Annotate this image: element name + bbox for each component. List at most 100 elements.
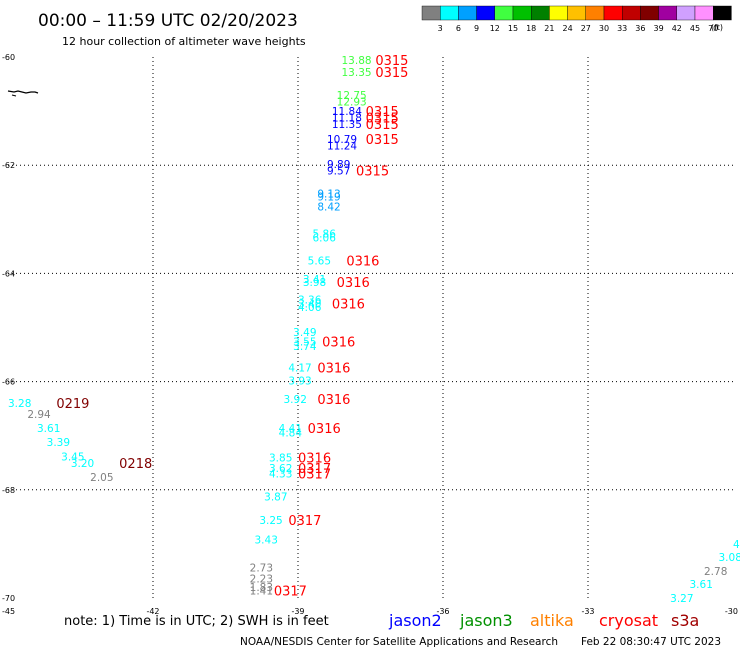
wave-height-label: 8.42: [317, 201, 340, 213]
scale-label: 3: [438, 24, 443, 33]
wave-height-label: 3.27: [670, 593, 693, 605]
scale-label: 33: [617, 24, 627, 33]
y-tick-label: -62: [2, 161, 15, 170]
wave-height-label: 3.74: [293, 341, 317, 353]
scale-swatch: [458, 6, 476, 20]
wave-height-label: 6.06: [313, 233, 337, 245]
pass-time-label: 0315: [375, 66, 408, 81]
wave-height-label: 3.92: [284, 394, 307, 406]
wave-height-label: 3.08: [719, 552, 740, 564]
scale-label: 39: [654, 24, 664, 33]
scale-swatch: [713, 6, 731, 20]
scale-label: 45: [690, 24, 700, 33]
y-tick-label: -66: [2, 378, 15, 387]
footer-note: note: 1) Time is in UTC; 2) SWH is in fe…: [64, 614, 329, 629]
wave-height-label: 13.35: [342, 67, 372, 79]
wave-height-label: 5.65: [308, 255, 331, 267]
scale-swatch: [513, 6, 531, 20]
scale-swatch: [695, 6, 713, 20]
satellite-legend: jason2 jason3 altika cryosat s3a: [388, 611, 699, 630]
scale-swatch: [659, 6, 677, 20]
wave-height-label: 2.05: [90, 472, 113, 484]
pass-time-label: 0317: [274, 584, 307, 599]
satellite-legend-entry: altika: [530, 611, 574, 630]
coastline-island: [8, 91, 38, 96]
wave-height-label: 13.88: [342, 55, 372, 67]
pass-time-label: 0315: [366, 133, 399, 148]
satellite-legend-entry: s3a: [671, 611, 699, 630]
pass-time-label: 0316: [317, 393, 350, 408]
pass-time-label: 0315: [356, 165, 389, 180]
satellite-legend-entry: cryosat: [599, 611, 658, 630]
wave-height-label: 4.06: [298, 302, 322, 314]
plot-area: 13.8813.3512.7512.9311.8411.1811.3510.79…: [8, 54, 740, 605]
x-tick-label: -30: [725, 607, 738, 616]
wave-height-label: 11.35: [332, 119, 362, 131]
scale-label: 36: [635, 24, 645, 33]
pass-time-label: 0316: [308, 422, 341, 437]
pass-time-label: 0316: [346, 254, 379, 269]
satellite-legend-entry: jason3: [459, 611, 513, 630]
x-tick-label: -33: [581, 607, 594, 616]
footer-timestamp: Feb 22 08:30:47 UTC 2023: [581, 636, 721, 648]
scale-label: 12: [490, 24, 500, 33]
scale-swatch: [422, 6, 440, 20]
scale-swatch: [586, 6, 604, 20]
pass-time-label: 0315: [366, 118, 399, 133]
wave-height-label: 3.20: [71, 458, 94, 470]
wave-height-label: 9.57: [327, 166, 350, 178]
scale-swatch: [531, 6, 549, 20]
wave-height-label: 3.43: [255, 535, 278, 547]
scale-label: 6: [456, 24, 461, 33]
wave-height-label: 2.94: [27, 409, 51, 421]
scale-swatch: [677, 6, 695, 20]
wave-height-label: 3.98: [303, 277, 326, 289]
wave-height-label: 3.39: [47, 437, 70, 449]
scale-label: 24: [563, 24, 573, 33]
scale-label: 15: [508, 24, 518, 33]
pass-time-label: 0316: [332, 298, 365, 313]
wave-height-label: 3.61: [37, 423, 60, 435]
footer-credit: NOAA/NESDIS Center for Satellite Applica…: [240, 636, 558, 648]
chart-title: 00:00 – 11:59 UTC 02/20/2023: [38, 11, 298, 31]
wave-height-label: 3.93: [288, 376, 311, 388]
pass-time-label: 0317: [288, 514, 321, 529]
wave-height-label: 4.84: [279, 427, 303, 439]
wave-height-label: 11.24: [327, 141, 357, 153]
y-tick-label: -68: [2, 486, 15, 495]
satellite-legend-entry: jason2: [388, 611, 442, 630]
wave-height-label: 1.41: [250, 585, 273, 597]
scale-label: 42: [672, 24, 682, 33]
scale-swatch: [477, 6, 495, 20]
wave-height-label: 4.33: [269, 469, 292, 481]
scale-label: 9: [474, 24, 479, 33]
wave-height-label: 3.25: [259, 515, 282, 527]
pass-time-label: 0316: [322, 336, 355, 351]
scale-unit: (ft): [711, 23, 723, 32]
scale-swatch: [440, 6, 458, 20]
wave-height-label: 3.61: [690, 579, 713, 591]
scale-label: 30: [599, 24, 609, 33]
scale-label: 21: [544, 24, 554, 33]
wave-height-label: 4.: [733, 539, 740, 551]
pass-time-label: 0316: [317, 362, 350, 377]
scale-swatch: [495, 6, 513, 20]
pass-time-label: 0317: [298, 468, 331, 483]
scale-swatch: [604, 6, 622, 20]
pass-time-label: 0219: [56, 397, 89, 412]
scale-swatch: [622, 6, 640, 20]
scale-label: 18: [526, 24, 536, 33]
pass-time-label: 0218: [119, 457, 152, 472]
pass-time-label: 0316: [337, 276, 370, 291]
y-tick-label: -64: [2, 269, 15, 278]
x-tick-label: -45: [2, 607, 15, 616]
y-tick-label: -70: [2, 594, 15, 603]
scale-swatch: [549, 6, 567, 20]
scale-swatch: [568, 6, 586, 20]
chart-subtitle: 12 hour collection of altimeter wave hei…: [62, 35, 306, 48]
wave-height-label: 3.87: [264, 491, 287, 503]
scale-swatch: [640, 6, 658, 20]
